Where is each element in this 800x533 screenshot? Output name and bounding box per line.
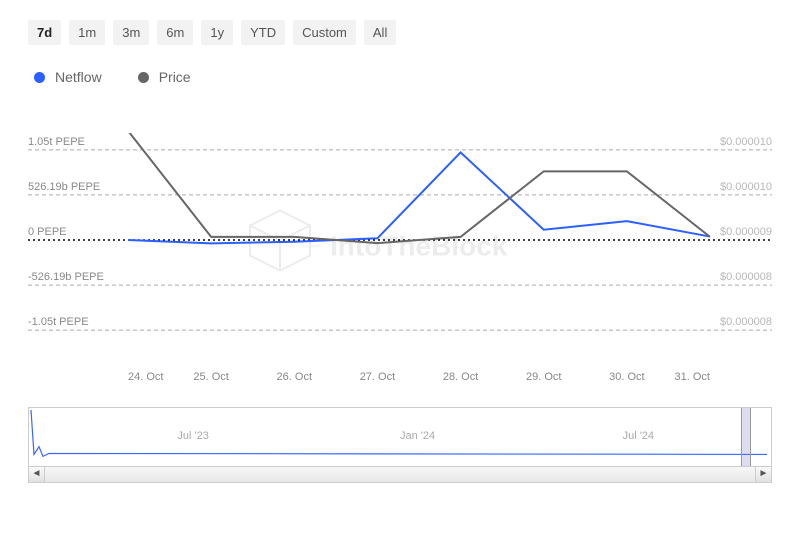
time-tab-1m[interactable]: 1m [69, 20, 105, 45]
y-right-tick-label: $0.000010 [720, 136, 772, 148]
mini-x-label: Jul '24 [623, 430, 654, 442]
y-left-tick-label: -526.19b PEPE [28, 271, 104, 283]
time-tab-1y[interactable]: 1y [201, 20, 233, 45]
y-left-tick-label: 526.19b PEPE [28, 181, 100, 193]
time-tab-custom[interactable]: Custom [293, 20, 356, 45]
x-tick-label: 29. Oct [526, 371, 561, 383]
scroll-left-arrow[interactable]: ◄ [29, 467, 45, 482]
y-left-tick-label: -1.05t PEPE [28, 316, 89, 328]
y-left-tick-label: 1.05t PEPE [28, 136, 85, 148]
mini-x-label: Jan '24 [400, 430, 435, 442]
legend-label: Price [159, 69, 191, 85]
x-tick-label: 25. Oct [193, 371, 228, 383]
mini-range-handle[interactable] [741, 408, 751, 466]
chart-svg [28, 133, 772, 363]
y-right-tick-label: $0.000009 [720, 226, 772, 238]
x-tick-label: 26. Oct [277, 371, 312, 383]
scroll-right-arrow[interactable]: ► [755, 467, 771, 482]
legend-dot-icon [34, 72, 45, 83]
x-tick-label: 30. Oct [609, 371, 644, 383]
legend-dot-icon [138, 72, 149, 83]
main-chart: IntoTheBlock 1.05t PEPE526.19b PEPE0 PEP… [28, 133, 772, 363]
time-tab-ytd[interactable]: YTD [241, 20, 285, 45]
legend-item-netflow[interactable]: Netflow [34, 69, 102, 85]
time-range-tabs: 7d 1m 3m 6m 1y YTD Custom All [28, 20, 772, 45]
y-right-tick-label: $0.000008 [720, 316, 772, 328]
time-tab-3m[interactable]: 3m [113, 20, 149, 45]
y-left-tick-label: 0 PEPE [28, 226, 67, 238]
x-tick-label: 24. Oct [128, 371, 163, 383]
y-right-tick-label: $0.000010 [720, 181, 772, 193]
chart-legend: Netflow Price [28, 69, 772, 85]
time-tab-6m[interactable]: 6m [157, 20, 193, 45]
x-tick-label: 28. Oct [443, 371, 478, 383]
legend-item-price[interactable]: Price [138, 69, 191, 85]
mini-scrollbar[interactable]: ◄ ► [28, 467, 772, 483]
legend-label: Netflow [55, 69, 102, 85]
x-tick-label: 27. Oct [360, 371, 395, 383]
x-tick-label: 31. Oct [675, 371, 710, 383]
y-right-tick-label: $0.000008 [720, 271, 772, 283]
time-tab-all[interactable]: All [364, 20, 396, 45]
mini-range-chart[interactable]: Jul '23 Jan '24 Jul '24 [28, 407, 772, 467]
x-axis-labels: 24. Oct 25. Oct 26. Oct 27. Oct 28. Oct 29. O… [28, 371, 772, 389]
time-tab-7d[interactable]: 7d [28, 20, 61, 45]
mini-x-label: Jul '23 [177, 430, 208, 442]
